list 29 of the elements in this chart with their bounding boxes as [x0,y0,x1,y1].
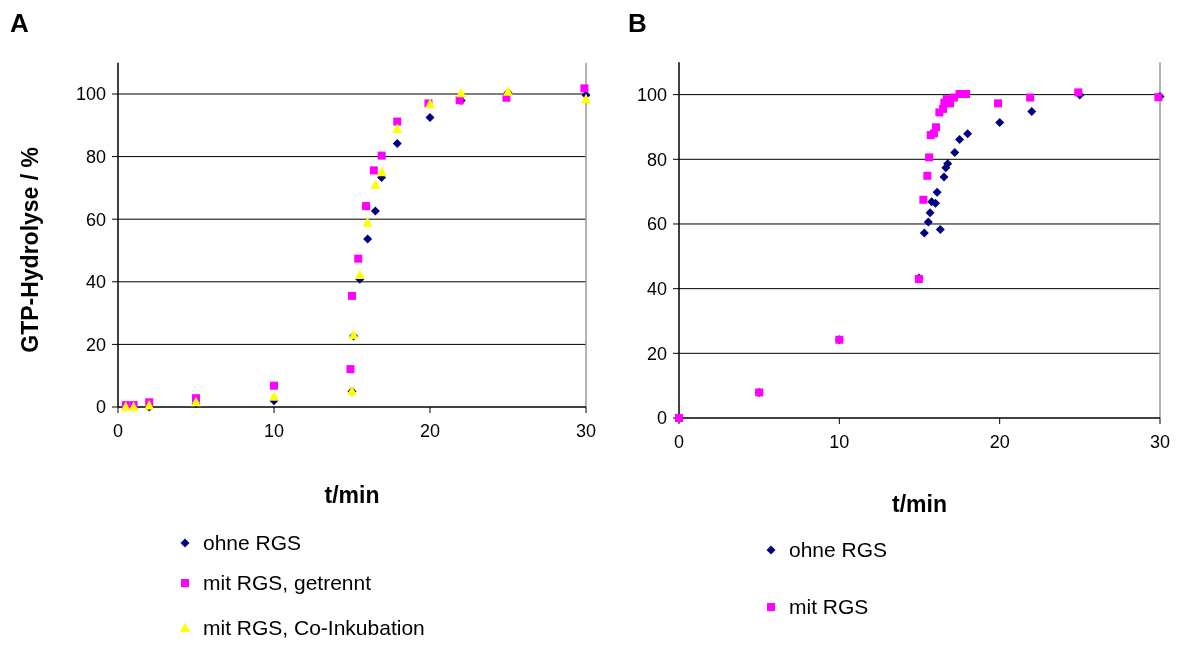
legend-label: mit RGS, getrennt [203,571,372,595]
x-tick-label: 0 [673,432,685,452]
x-tick-label: 30 [1149,432,1171,452]
x-tick-label: 20 [419,421,441,441]
y-tick-label: 100 [636,84,667,105]
y-tick-label: 40 [646,278,667,299]
x-tick-label: 0 [112,421,124,441]
x-axis-title: t/min [324,482,380,508]
y-tick-label: 20 [646,343,667,364]
legend-label: mit RGS, Co-Inkubation [203,616,425,640]
y-tick-label: 40 [85,272,106,293]
x-axis-title: t/min [892,491,947,517]
chart-title: A [10,8,29,38]
x-tick-label: 20 [989,432,1010,452]
chart-title: B [628,8,647,38]
y-axis-title: GTP-Hydrolyse / % [17,146,43,353]
y-tick-label: 20 [85,334,106,355]
x-tick-label: 30 [575,421,597,441]
y-tick-label: 60 [646,214,667,235]
legend-label: mit RGS [789,595,869,619]
y-tick-label: 100 [75,84,106,105]
y-tick-label: 80 [646,149,667,170]
legend-label: ohne RGS [789,538,888,562]
y-tick-label: 80 [85,146,106,167]
x-tick-label: 10 [263,421,285,441]
x-tick-label: 10 [829,432,850,452]
y-tick-label: 60 [85,209,106,230]
y-tick-label: 0 [95,397,106,418]
legend-label: ohne RGS [203,531,302,555]
